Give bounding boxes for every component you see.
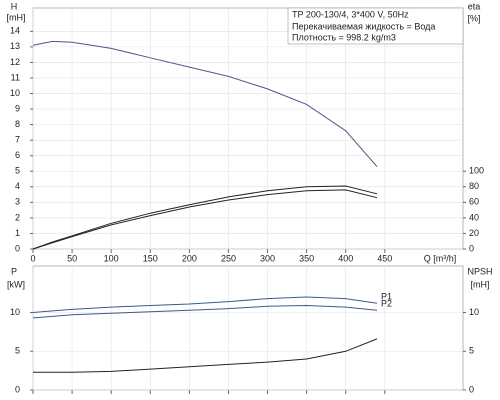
y-tick-label: 9 bbox=[15, 103, 20, 113]
curve bbox=[32, 296, 378, 313]
y-tick-label: 1 bbox=[15, 228, 20, 238]
y2-tick-label: 100 bbox=[469, 166, 484, 176]
y-tick-label: 7 bbox=[15, 135, 20, 145]
curve bbox=[32, 304, 378, 319]
y-tick-label: 6 bbox=[15, 150, 20, 160]
y2-tick-label: 40 bbox=[469, 212, 479, 222]
annotation: TP 200-130/4, 3*400 V, 50Hz bbox=[292, 9, 409, 19]
y2-tick-label: 0 bbox=[469, 243, 474, 253]
curve bbox=[33, 338, 378, 373]
y-tick-label: 5 bbox=[15, 346, 20, 356]
y2-tick-label: 10 bbox=[469, 307, 479, 317]
y-tick-label: 8 bbox=[15, 119, 20, 129]
y-tick-label: 4 bbox=[15, 181, 20, 191]
series-label: P2 bbox=[381, 299, 392, 309]
x-axis-label: Q [m³/h] bbox=[424, 253, 457, 263]
x-tick-label: 250 bbox=[221, 253, 236, 263]
x-tick-label: 0 bbox=[30, 253, 35, 263]
y2-tick-label: 80 bbox=[469, 181, 479, 191]
axis-label: P bbox=[11, 266, 17, 276]
axis-unit: [mH] bbox=[471, 279, 490, 289]
y-tick-label: 14 bbox=[10, 26, 20, 36]
info-box bbox=[287, 7, 464, 45]
axis-label: H bbox=[11, 1, 18, 11]
annotation: Плотность = 998.2 kg/m3 bbox=[292, 32, 396, 42]
y-tick-label: 12 bbox=[10, 57, 20, 67]
x-tick-label: 450 bbox=[377, 253, 392, 263]
x-tick-label: 150 bbox=[143, 253, 158, 263]
y-tick-label: 10 bbox=[10, 88, 20, 98]
y-tick-label: 0 bbox=[15, 243, 20, 253]
x-tick-label: 350 bbox=[299, 253, 314, 263]
y-tick-label: 10 bbox=[10, 307, 20, 317]
y-tick-label: 11 bbox=[11, 72, 20, 82]
y-tick-label: 3 bbox=[15, 197, 20, 207]
series-label: P1 bbox=[381, 292, 392, 302]
y-tick-label: 2 bbox=[15, 212, 20, 222]
y-tick-label: 13 bbox=[10, 41, 20, 51]
annotation: Перекачиваемая жидкость = Вода bbox=[292, 21, 435, 31]
axis-unit: [%] bbox=[467, 13, 480, 23]
y2-tick-label: 0 bbox=[469, 384, 474, 394]
axis-unit: [kW] bbox=[7, 279, 25, 289]
axis-label: NPSH bbox=[467, 266, 492, 276]
y2-tick-label: 60 bbox=[469, 197, 479, 207]
y2-tick-label: 20 bbox=[469, 228, 479, 238]
axis-label: eta bbox=[468, 1, 481, 11]
x-tick-label: 300 bbox=[260, 253, 275, 263]
y-tick-label: 0 bbox=[15, 384, 20, 394]
curve bbox=[32, 185, 378, 250]
curve bbox=[32, 189, 378, 250]
curve bbox=[32, 40, 378, 167]
x-tick-label: 100 bbox=[104, 253, 119, 263]
x-tick-label: 50 bbox=[67, 253, 77, 263]
y-tick-label: 5 bbox=[15, 166, 20, 176]
x-tick-label: 200 bbox=[182, 253, 197, 263]
y2-tick-label: 5 bbox=[469, 346, 474, 356]
axis-unit: [mH] bbox=[7, 12, 26, 22]
x-tick-label: 400 bbox=[338, 253, 353, 263]
